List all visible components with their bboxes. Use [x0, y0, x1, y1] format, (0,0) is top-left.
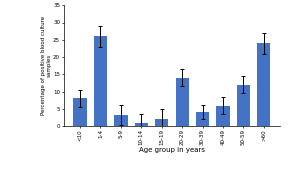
Bar	[94, 36, 107, 126]
X-axis label: Age group in years: Age group in years	[139, 147, 205, 153]
Bar	[135, 122, 148, 126]
Bar	[114, 115, 127, 126]
Bar	[155, 119, 168, 126]
Bar	[73, 98, 87, 126]
Bar	[237, 85, 250, 126]
Y-axis label: Percentage of positive blood culture
samples: Percentage of positive blood culture sam…	[41, 16, 52, 115]
Bar	[196, 112, 209, 126]
Bar	[257, 43, 271, 126]
Bar	[216, 106, 230, 126]
Bar	[175, 78, 189, 126]
